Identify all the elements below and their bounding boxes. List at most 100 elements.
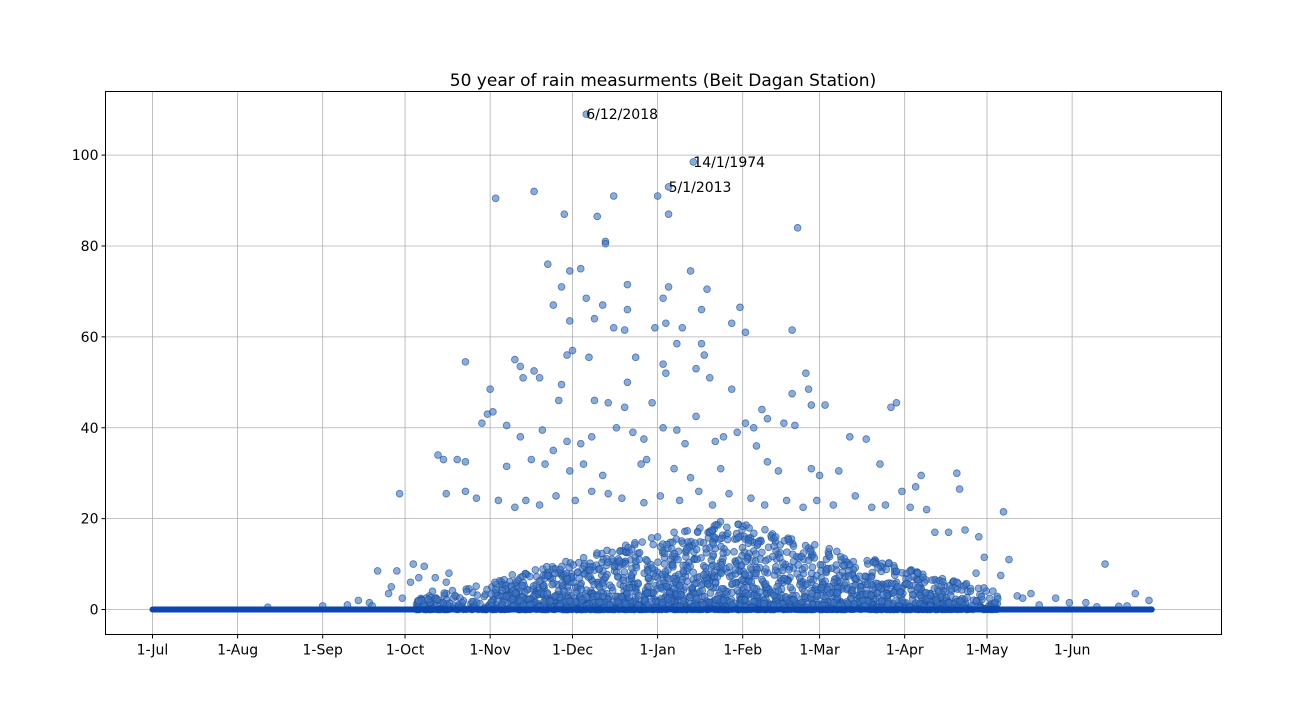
data-point [804, 556, 813, 565]
data-point [587, 433, 596, 441]
x-tick-label: 1-Apr [886, 643, 924, 659]
data-point [643, 567, 652, 575]
data-point [733, 586, 742, 595]
data-point [434, 451, 442, 459]
data-point [741, 419, 750, 428]
data-point [692, 364, 700, 373]
data-point [632, 563, 641, 572]
x-tick-label: 1-Mar [799, 643, 840, 659]
data-point [834, 467, 843, 475]
data-point [713, 573, 722, 581]
data-point [675, 496, 684, 505]
data-point [718, 584, 726, 593]
data-point [808, 563, 817, 572]
data-point [673, 426, 681, 434]
data-point [821, 401, 829, 409]
data-point [571, 496, 580, 505]
data-point [511, 589, 520, 597]
data-point [751, 557, 760, 566]
data-point [1131, 589, 1140, 598]
x-tick-label: 1-Sep [303, 643, 343, 659]
data-point [825, 544, 834, 553]
data-point [649, 588, 658, 597]
data-point [625, 584, 634, 592]
data-point [596, 598, 604, 606]
data-point [409, 560, 418, 568]
data-point [560, 210, 569, 218]
data-point [461, 358, 470, 366]
data-point [716, 464, 725, 473]
data-point [889, 588, 898, 597]
data-point [565, 467, 574, 475]
data-point [972, 569, 980, 577]
data-point [563, 351, 571, 359]
data-point [431, 573, 440, 582]
data-point [807, 464, 816, 473]
data-point [881, 501, 890, 509]
data-point [582, 110, 591, 119]
data-point [576, 439, 585, 448]
data-point [424, 595, 433, 604]
data-point [906, 503, 914, 512]
data-point [760, 501, 769, 509]
data-point [825, 551, 833, 559]
data-point [782, 496, 791, 505]
data-point [491, 585, 500, 594]
data-point [566, 597, 574, 605]
data-point [693, 528, 702, 536]
data-point [544, 260, 552, 268]
y-tick-label: 60 [81, 330, 99, 346]
data-point [754, 539, 762, 548]
data-point [752, 550, 760, 558]
data-point [540, 597, 548, 606]
data-point [961, 526, 969, 534]
data-point [861, 572, 869, 580]
data-point [529, 582, 538, 590]
data-point [659, 294, 667, 303]
data-point [762, 565, 770, 573]
data-point [693, 555, 701, 563]
data-point [620, 403, 629, 412]
data-point [828, 564, 836, 572]
data-point [894, 583, 902, 591]
data-point [947, 585, 956, 593]
data-point [631, 353, 640, 362]
data-point [863, 556, 871, 565]
data-point [643, 588, 651, 597]
data-point [796, 580, 804, 589]
data-point [516, 433, 525, 441]
data-point [433, 595, 441, 604]
data-point [800, 563, 809, 572]
data-point [867, 591, 875, 599]
data-point [595, 565, 603, 573]
data-point [917, 471, 925, 480]
data-point [568, 346, 577, 355]
data-point [730, 548, 738, 556]
data-point [502, 592, 511, 601]
data-point [884, 600, 892, 608]
data-point [776, 554, 784, 562]
data-point [683, 527, 692, 535]
x-tick-label: 1-Aug [217, 643, 258, 659]
data-point [593, 549, 601, 557]
data-point [692, 412, 700, 421]
data-point [791, 421, 799, 430]
data-point [932, 596, 940, 604]
data-point [778, 566, 787, 575]
data-point [799, 503, 807, 512]
data-point [442, 578, 451, 587]
data-point [686, 593, 694, 602]
data-point [761, 557, 770, 565]
data-point [579, 460, 588, 468]
data-point [876, 460, 884, 468]
data-point [879, 590, 887, 599]
data-point [833, 588, 842, 597]
data-point [744, 539, 753, 547]
data-point [719, 596, 728, 605]
data-point [815, 471, 824, 480]
data-point [635, 548, 644, 557]
data-point [664, 183, 673, 191]
data-point [398, 594, 407, 602]
data-point [629, 428, 637, 437]
data-point [691, 539, 699, 547]
